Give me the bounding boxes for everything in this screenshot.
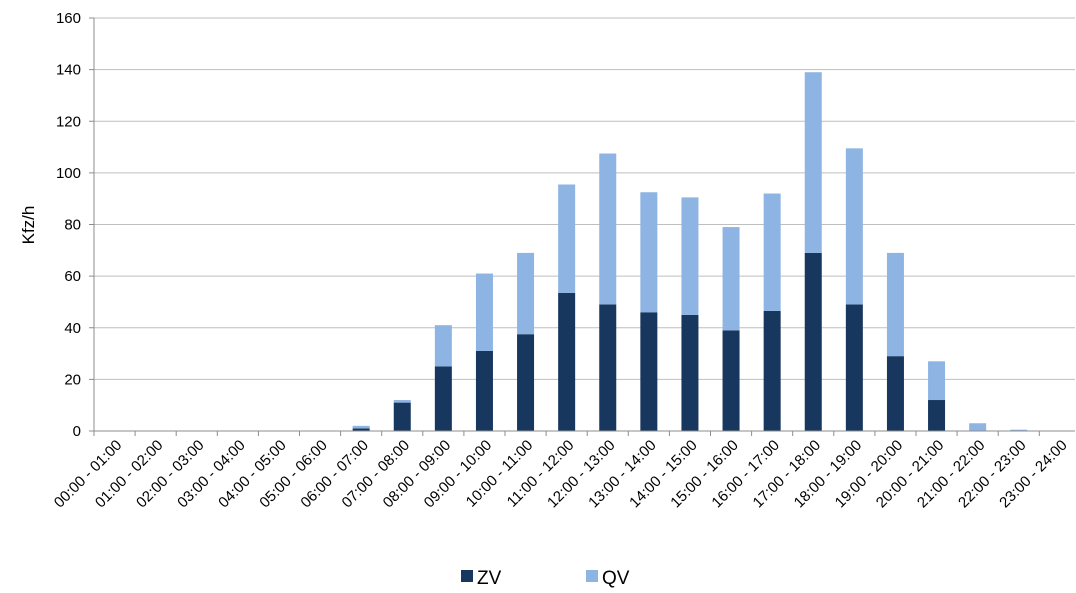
bar-qv (558, 184, 576, 293)
y-tick-label: 140 (56, 62, 81, 79)
y-axis-title: Kfz/h (19, 206, 38, 245)
bars (352, 72, 1028, 431)
bar-zv (845, 304, 863, 431)
bar-zv (886, 356, 904, 431)
y-tick-label: 0 (73, 423, 81, 440)
bar-qv (393, 400, 411, 403)
y-tick-label: 80 (64, 217, 81, 234)
bar-qv (845, 148, 863, 305)
bar-zv (517, 334, 535, 431)
bar-zv (558, 292, 576, 431)
bar-qv (969, 423, 987, 431)
y-tick-label: 40 (64, 320, 81, 337)
bar-qv (640, 192, 658, 313)
bar-qv (763, 193, 781, 311)
legend-swatch-zv (461, 570, 473, 582)
y-tick-label: 120 (56, 113, 81, 130)
bar-zv (393, 402, 411, 431)
axes (89, 17, 1075, 436)
bar-qv (928, 361, 946, 401)
bar-qv (681, 197, 699, 315)
bar-qv (475, 273, 493, 351)
bar-zv (804, 252, 822, 431)
bar-zv (763, 310, 781, 431)
bar-zv (475, 350, 493, 431)
y-tick-label: 160 (56, 10, 81, 27)
bar-zv (681, 314, 699, 431)
legend-label-zv: ZV (477, 568, 502, 589)
bar-qv (517, 252, 535, 335)
bar-qv (1010, 429, 1028, 431)
legend-label-qv: QV (602, 568, 630, 589)
y-tick-labels: 0 20 40 60 80 100 120 140 160 (56, 10, 81, 440)
bar-qv (886, 252, 904, 357)
bar-qv (352, 425, 370, 429)
legend-swatch-qv (586, 570, 598, 582)
bar-qv (599, 153, 617, 305)
bar-zv (928, 400, 946, 431)
bar-qv (434, 325, 452, 367)
bar-qv (722, 227, 740, 331)
bar-zv (434, 366, 452, 431)
gridlines (94, 17, 1075, 380)
legend: ZV QV (461, 568, 630, 589)
bar-zv (352, 428, 370, 431)
y-tick-label: 100 (56, 165, 81, 182)
bar-zv (599, 304, 617, 431)
y-tick-label: 20 (64, 371, 81, 388)
bar-zv (722, 330, 740, 431)
bar-qv (804, 72, 822, 253)
y-tick-label: 60 (64, 268, 81, 285)
bar-zv (640, 312, 658, 431)
